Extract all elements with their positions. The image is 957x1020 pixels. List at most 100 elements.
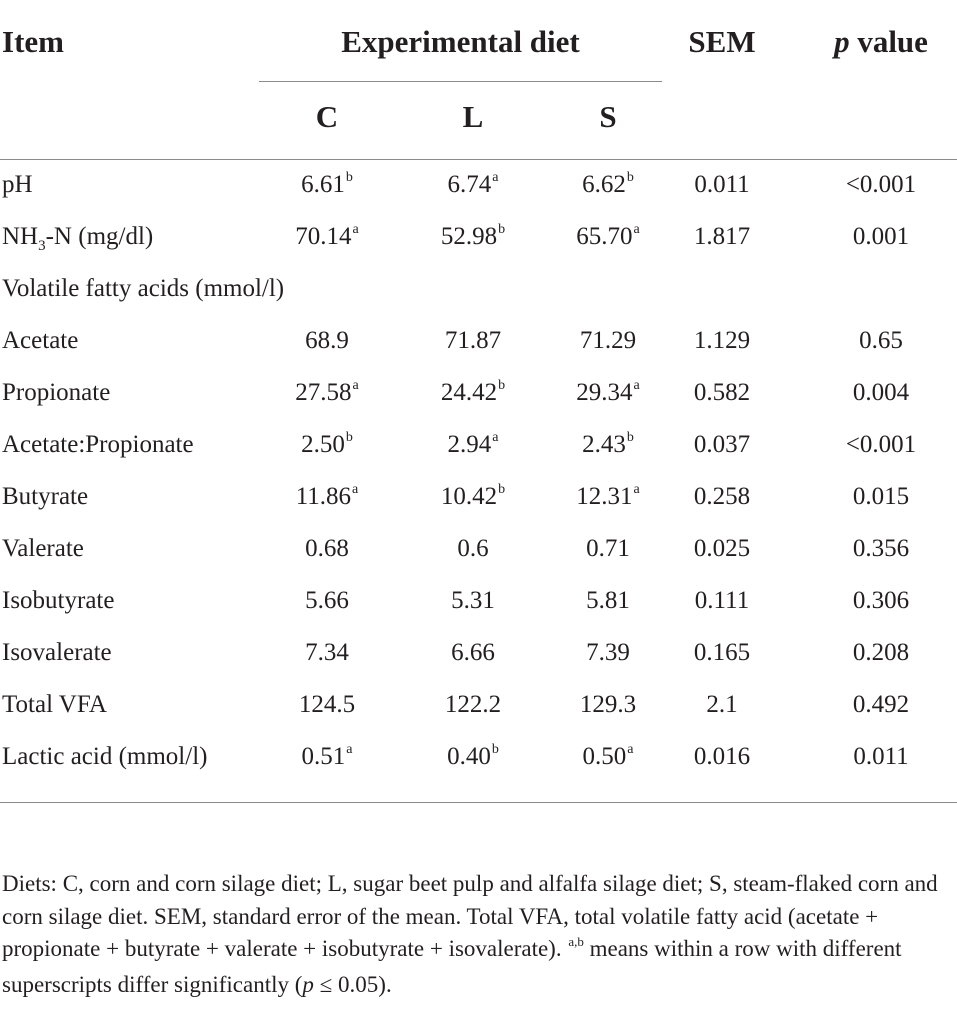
cell-l: 52.98b [413, 211, 533, 267]
cell-value: 11.86 [295, 483, 352, 510]
cell-l: 122.2 [413, 679, 533, 731]
cell-value: 12.31 [576, 483, 633, 510]
cell-p-value: 0.001 [852, 223, 910, 250]
table-row: NH3-N (mg/dl) 70.14a 52.98b 65.70a 1.817 0.00… [0, 211, 957, 263]
cell-p-value: <0.001 [845, 171, 917, 198]
row-label: pH [2, 159, 33, 211]
cell-p-value: 0.208 [852, 639, 910, 666]
table-row: Butyrate 11.86a 10.42b 12.31a 0.258 0.015 [0, 471, 957, 523]
footnote-text: Diets: C, corn and corn silage diet; L, … [2, 871, 938, 961]
cell-l: 10.42b [413, 471, 533, 527]
footnote-superscript: a,b [568, 934, 584, 949]
cell-value: 5.31 [451, 587, 495, 614]
cell-superscript: a [352, 482, 359, 497]
footnote-text-2: means within a row with different supers… [2, 936, 902, 997]
cell-value: 65.70 [576, 223, 633, 250]
cell-superscript: a [627, 742, 634, 757]
cell-c: 5.66 [267, 575, 387, 627]
row-label-text: Lactic acid (mmol/l) [2, 743, 208, 770]
row-label-text: Acetate [2, 327, 79, 354]
table-row: Lactic acid (mmol/l) 0.51a 0.40b 0.50a 0.016… [0, 731, 957, 783]
cell-c: 0.68 [267, 523, 387, 575]
cell-value: 27.58 [295, 379, 352, 406]
cell-p-value: 0.306 [852, 587, 910, 614]
table-bottom-rule [0, 802, 957, 803]
row-label: Lactic acid (mmol/l) [2, 731, 207, 783]
cell-s: 5.81 [548, 575, 668, 627]
cell-value: 124.5 [298, 691, 356, 718]
cell-sem: 1.129 [693, 327, 751, 354]
cell-superscript: a [352, 378, 359, 393]
row-label-text: NH [2, 223, 39, 250]
cell-superscript: a [633, 378, 640, 393]
cell-p-value: 0.65 [859, 327, 903, 354]
row-label-text: Propionate [2, 379, 111, 406]
cell-s: 0.71 [548, 523, 668, 575]
cell-superscript: b [345, 430, 353, 445]
row-label-subscript: 3 [38, 238, 46, 254]
row-label: Total VFA [2, 679, 107, 731]
table-row: Total VFA 124.5 122.2 129.3 2.1 0.492 [0, 679, 957, 731]
cell-value: 29.34 [576, 379, 633, 406]
cell-c: 11.86a [267, 471, 387, 527]
cell-s: 6.62b [548, 159, 668, 215]
cell-s: 7.39 [548, 627, 668, 679]
footnote-text-3: ≤ 0.05). [313, 971, 392, 997]
cell-value: 6.62 [582, 171, 626, 198]
cell-l: 71.87 [413, 315, 533, 367]
cell-sem: 0.165 [693, 639, 751, 666]
cell-l: 2.94a [413, 419, 533, 475]
cell-s: 2.43b [548, 419, 668, 475]
row-label-text: Volatile fatty acids (mmol/l) [2, 275, 285, 302]
cell-value: 71.29 [579, 327, 637, 354]
cell-c: 70.14a [267, 211, 387, 267]
cell-superscript: a [346, 742, 353, 757]
cell-value: 68.9 [305, 327, 349, 354]
cell-superscript: a [492, 170, 499, 185]
row-label-text: Valerate [2, 535, 84, 562]
cell-l: 24.42b [413, 367, 533, 423]
cell-value: 0.40 [447, 743, 491, 770]
cell-l: 6.74a [413, 159, 533, 215]
cell-c: 2.50b [267, 419, 387, 475]
table-row: Isovalerate 7.34 6.66 7.39 0.165 0.208 [0, 627, 957, 679]
cell-value: 5.66 [305, 587, 349, 614]
cell-value: 122.2 [444, 691, 502, 718]
cell-value: 129.3 [579, 691, 637, 718]
cell-c: 68.9 [267, 315, 387, 367]
row-label: Acetate [2, 315, 78, 367]
diet-header-s: S [599, 99, 617, 134]
cell-l: 5.31 [413, 575, 533, 627]
cell-l: 0.6 [413, 523, 533, 575]
cell-l: 6.66 [413, 627, 533, 679]
cell-superscript: a [352, 222, 359, 237]
p-value-label: value [849, 24, 928, 59]
table-row: Propionate 27.58a 24.42b 29.34a 0.582 0.004 [0, 367, 957, 419]
cell-superscript: b [491, 742, 499, 757]
cell-s: 65.70a [548, 211, 668, 267]
cell-value: 0.6 [457, 535, 489, 562]
cell-value: 0.50 [582, 743, 627, 770]
cell-superscript: a [633, 482, 640, 497]
cell-p-value: 0.015 [852, 483, 910, 510]
cell-p-value: 0.492 [852, 691, 910, 718]
cell-l: 0.40b [413, 731, 533, 787]
p-symbol: p [834, 24, 850, 59]
cell-superscript: b [626, 170, 634, 185]
cell-sem: 0.582 [693, 379, 751, 406]
cell-value: 52.98 [440, 223, 498, 250]
cell-c: 6.61b [267, 159, 387, 215]
table-row: Volatile fatty acids (mmol/l) [0, 263, 957, 315]
row-label: Acetate:Propionate [2, 419, 194, 471]
cell-sem: 0.037 [693, 431, 751, 458]
cell-s: 12.31a [548, 471, 668, 527]
cell-sem: 0.258 [693, 483, 751, 510]
cell-value: 6.61 [301, 171, 345, 198]
cell-value: 0.71 [586, 535, 630, 562]
cell-sem: 0.011 [694, 171, 750, 198]
cell-s: 0.50a [548, 731, 668, 787]
cell-c: 124.5 [267, 679, 387, 731]
table-row: Acetate:Propionate 2.50b 2.94a 2.43b 0.037 <0… [0, 419, 957, 471]
table-row: Valerate 0.68 0.6 0.71 0.025 0.356 [0, 523, 957, 575]
cell-sem: 0.025 [693, 535, 751, 562]
